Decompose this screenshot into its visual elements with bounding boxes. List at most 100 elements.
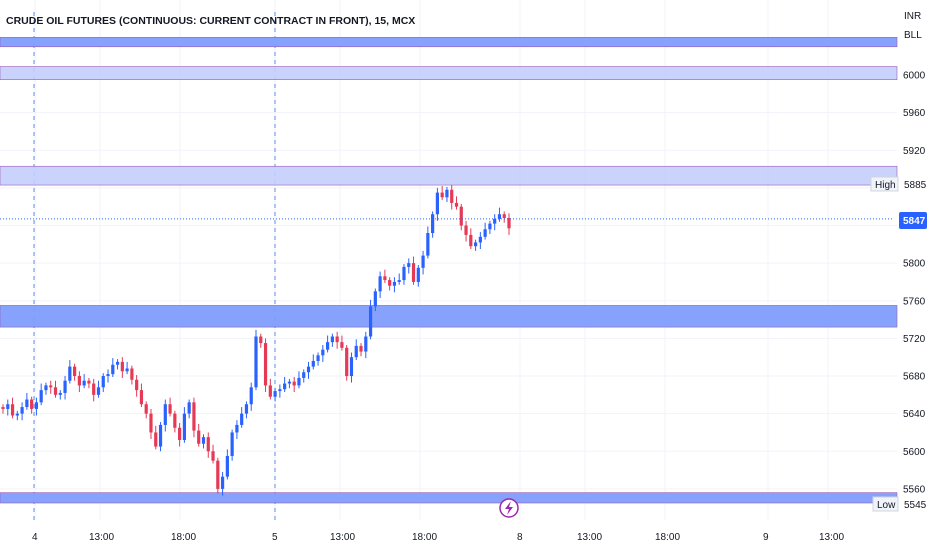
time-label-1800-c: 18:00 (655, 532, 680, 543)
time-label-1300-d: 13:00 (819, 532, 844, 543)
candle-body (149, 413, 153, 433)
candle-body (402, 266, 406, 281)
candle-body (392, 281, 397, 286)
candle-body (173, 413, 177, 428)
candle-body (249, 387, 253, 405)
candle-body (30, 399, 34, 409)
candle-body (187, 402, 191, 414)
candle-body (273, 391, 277, 397)
candle-body (287, 381, 292, 384)
zone-band (0, 66, 898, 81)
candle-body (507, 217, 511, 229)
candle-body (435, 192, 439, 215)
candle-body (368, 306, 373, 337)
candle-body (502, 214, 506, 218)
candle-body (411, 263, 416, 282)
candle-body (326, 342, 330, 350)
candle-body (469, 234, 473, 247)
candle-body (440, 192, 444, 198)
zone-band (0, 305, 898, 328)
price-tick-label: 5560 (903, 484, 926, 495)
price-tick-label: 5760 (903, 296, 926, 307)
candle-body (44, 385, 48, 391)
time-axis[interactable]: 4 13:00 18:00 5 13:00 18:00 8 13:00 18:0… (32, 532, 844, 543)
low-label-box (872, 496, 899, 512)
candle-body (125, 368, 129, 372)
candle-body (302, 372, 306, 378)
time-label-1300-a: 13:00 (89, 532, 114, 543)
candle-body (225, 455, 229, 477)
time-label-1300-c: 13:00 (577, 532, 602, 543)
candle-body (278, 389, 282, 392)
candle-body (77, 376, 81, 386)
candle-body (92, 383, 96, 395)
candle-body (488, 223, 492, 230)
currency-label: INR (904, 11, 921, 22)
high-label-box (870, 176, 899, 192)
candle-body (364, 336, 368, 352)
candle-body (230, 432, 234, 456)
candle-body (373, 291, 377, 307)
candle-body (139, 390, 144, 405)
candle-body (182, 413, 186, 440)
unit-label: BLL (904, 30, 922, 41)
candle-body (268, 385, 272, 397)
candle-body (111, 364, 115, 375)
lightning-icon[interactable] (499, 498, 519, 518)
candle-layer (1, 185, 511, 496)
candle-body (154, 432, 158, 447)
high-label: High (875, 180, 896, 191)
candle-body (340, 342, 344, 348)
candle-body (464, 225, 468, 235)
candle-body (6, 404, 10, 409)
price-axis[interactable]: INR BLL 6000 5960 5920 5800 5760 5720 5680 5640… (870, 11, 927, 512)
candle-body (168, 404, 172, 414)
zone-layer (0, 37, 898, 504)
candle-body (345, 347, 349, 377)
low-value: 5545 (904, 500, 927, 511)
candle-body (450, 189, 454, 203)
candle-body (82, 380, 86, 386)
candle-body (378, 276, 382, 292)
candle-body (10, 404, 15, 416)
candle-body (63, 380, 67, 393)
candle-body (206, 437, 210, 452)
candle-body (316, 355, 320, 361)
candle-body (306, 366, 311, 373)
candle-body (144, 404, 148, 414)
candle-body (58, 392, 62, 395)
candle-body (321, 349, 325, 356)
candle-body (431, 214, 435, 234)
zone-band (0, 37, 898, 48)
price-tick-label: 5680 (903, 372, 926, 383)
candle-body (259, 336, 263, 344)
candle-body (87, 380, 91, 384)
candle-body (106, 374, 110, 377)
price-tick-layer: 6000 5960 5920 5800 5760 5720 5680 5640 5600 5560 (903, 71, 926, 496)
candle-body (349, 357, 354, 377)
low-label: Low (877, 500, 896, 511)
candle-body (101, 376, 105, 388)
candle-body (240, 413, 244, 425)
candle-body (20, 407, 24, 414)
candle-body (211, 451, 215, 461)
price-tick-label: 5960 (903, 108, 926, 119)
candle-body (49, 385, 53, 388)
candle-body (283, 383, 287, 390)
candle-body (493, 218, 497, 224)
candle-body (220, 476, 225, 489)
time-label-day-8: 8 (517, 532, 523, 543)
candle-body (130, 368, 134, 380)
price-tick-label: 5720 (903, 334, 926, 345)
candle-body (445, 189, 449, 198)
current-price-value: 5847 (903, 216, 926, 227)
time-label-day-9: 9 (763, 532, 769, 543)
candle-body (197, 430, 201, 444)
candle-body (235, 424, 239, 433)
candle-body (421, 255, 425, 268)
candle-body (292, 381, 296, 386)
candle-body (454, 202, 459, 207)
candle-body (335, 336, 339, 343)
candle-body (68, 366, 72, 381)
candle-body (330, 336, 334, 343)
